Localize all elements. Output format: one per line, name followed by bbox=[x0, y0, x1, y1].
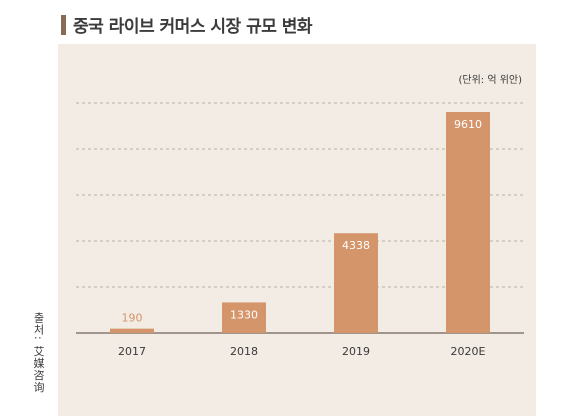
unit-note: (단위: 억 위안) bbox=[458, 75, 522, 86]
bar-2018 bbox=[222, 302, 266, 333]
value-label-2017: 190 bbox=[122, 312, 143, 325]
x-tick-label-2018: 2018 bbox=[230, 345, 258, 358]
value-label-2019: 4338 bbox=[342, 239, 370, 252]
x-tick-labels: 2017 2018 2019 2020E bbox=[118, 345, 486, 358]
value-label-2018: 1330 bbox=[230, 308, 258, 321]
value-labels: 190 1330 4338 9610 bbox=[122, 118, 483, 325]
x-tick-label-2019: 2019 bbox=[342, 345, 370, 358]
bar-2019 bbox=[334, 233, 378, 333]
x-tick-label-2017: 2017 bbox=[118, 345, 146, 358]
bars bbox=[110, 111, 490, 333]
x-tick-label-2020E: 2020E bbox=[451, 345, 486, 358]
bar-2017 bbox=[110, 328, 154, 333]
title-accent-bar bbox=[61, 15, 66, 35]
value-label-2020E: 9610 bbox=[454, 118, 482, 131]
source-note: 출처: 艾媒咨询 bbox=[32, 312, 45, 394]
bar-2020E bbox=[446, 111, 490, 333]
page-title: 중국 라이브 커머스 시장 규모 변화 bbox=[73, 17, 313, 37]
